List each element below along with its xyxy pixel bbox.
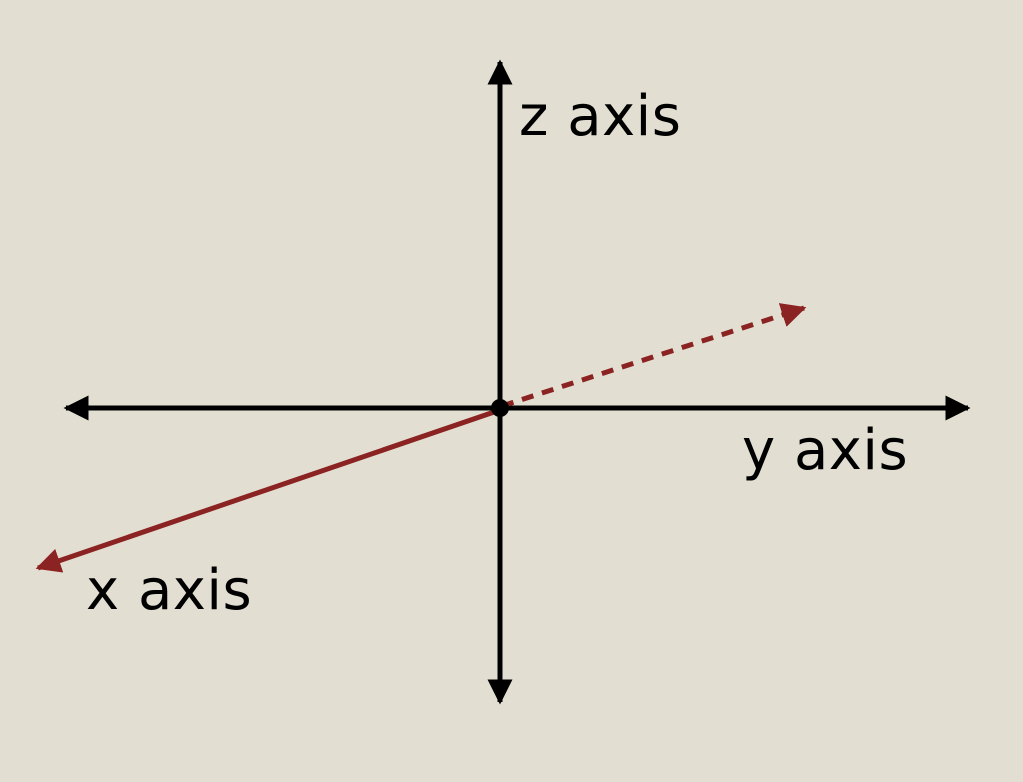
z-axis-label: z axis (519, 84, 682, 149)
x-axis-dashed-line (501, 303, 807, 409)
origin-point (491, 399, 509, 417)
y-axis-label: y axis (742, 418, 909, 483)
x-axis-line (35, 407, 501, 573)
x-axis-label: x axis (86, 558, 253, 623)
